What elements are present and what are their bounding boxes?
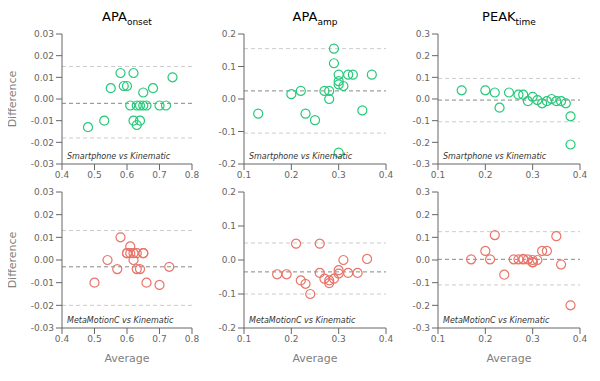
svg-text:0.5: 0.5 — [87, 334, 101, 344]
svg-text:-0.03: -0.03 — [31, 323, 54, 333]
svg-text:0.3: 0.3 — [332, 334, 346, 344]
svg-text:0.03: 0.03 — [34, 29, 54, 39]
svg-text:0.1: 0.1 — [431, 334, 445, 344]
svg-text:0.00: 0.00 — [34, 255, 54, 265]
svg-text:-0.1: -0.1 — [218, 127, 236, 137]
html-text:MetaMotionC vs Kinematic: MetaMotionC vs Kinematic — [67, 316, 174, 325]
svg-text:0.01: 0.01 — [34, 73, 54, 83]
svg-text:0.8: 0.8 — [185, 334, 200, 344]
svg-text:0.3: 0.3 — [416, 29, 430, 39]
svg-text:0.7: 0.7 — [152, 334, 166, 344]
svg-text:0.00: 0.00 — [34, 94, 54, 104]
svg-text:0.3: 0.3 — [416, 187, 430, 197]
html-text:Smartphone vs Kinematic: Smartphone vs Kinematic — [249, 152, 353, 161]
svg-text:0.0: 0.0 — [222, 94, 237, 104]
svg-text:Average: Average — [104, 352, 149, 364]
svg-text:-0.2: -0.2 — [412, 301, 430, 311]
svg-text:0.2: 0.2 — [222, 187, 236, 197]
svg-text:0.2: 0.2 — [284, 334, 298, 344]
html-text:Smartphone vs Kinematic: Smartphone vs Kinematic — [443, 152, 547, 161]
svg-text:0.3: 0.3 — [332, 170, 346, 180]
svg-text:0.01: 0.01 — [34, 233, 54, 243]
svg-text:-0.01: -0.01 — [31, 278, 54, 288]
svg-text:Average: Average — [486, 352, 531, 364]
svg-text:-0.03: -0.03 — [31, 159, 54, 169]
svg-text:0.1: 0.1 — [416, 233, 430, 243]
svg-text:0.1: 0.1 — [222, 221, 236, 231]
svg-text:-0.02: -0.02 — [31, 138, 54, 148]
svg-text:-0.1: -0.1 — [412, 116, 430, 126]
svg-text:0.8: 0.8 — [185, 170, 200, 180]
svg-text:-0.02: -0.02 — [31, 301, 54, 311]
svg-text:-0.3: -0.3 — [412, 323, 430, 333]
svg-text:0.1: 0.1 — [431, 170, 445, 180]
html-text:Smartphone vs Kinematic: Smartphone vs Kinematic — [67, 152, 171, 161]
html-text:MetaMotionC vs Kinematic: MetaMotionC vs Kinematic — [443, 316, 550, 325]
svg-text:0.0: 0.0 — [416, 94, 431, 104]
svg-text:-0.01: -0.01 — [31, 116, 54, 126]
svg-text:0.6: 0.6 — [120, 170, 135, 180]
svg-text:0.2: 0.2 — [222, 29, 236, 39]
svg-text:0.2: 0.2 — [478, 334, 492, 344]
svg-text:0.5: 0.5 — [87, 170, 101, 180]
svg-text:0.4: 0.4 — [55, 170, 70, 180]
svg-text:0.02: 0.02 — [34, 210, 54, 220]
svg-text:0.1: 0.1 — [237, 334, 251, 344]
svg-text:0.2: 0.2 — [416, 51, 430, 61]
svg-text:-0.3: -0.3 — [412, 159, 430, 169]
svg-text:-0.1: -0.1 — [218, 289, 236, 299]
svg-text:0.7: 0.7 — [152, 170, 166, 180]
svg-text:0.2: 0.2 — [478, 170, 492, 180]
svg-text:Difference: Difference — [8, 231, 19, 288]
svg-text:0.1: 0.1 — [237, 170, 251, 180]
svg-text:-0.2: -0.2 — [412, 138, 430, 148]
svg-text:0.6: 0.6 — [120, 334, 135, 344]
svg-text:0.4: 0.4 — [573, 334, 588, 344]
svg-text:0.0: 0.0 — [222, 255, 237, 265]
svg-text:-0.1: -0.1 — [412, 278, 430, 288]
svg-text:0.02: 0.02 — [34, 51, 54, 61]
svg-text:Average: Average — [292, 352, 337, 364]
svg-text:0.3: 0.3 — [526, 334, 540, 344]
svg-text:0.1: 0.1 — [222, 62, 236, 72]
svg-text:0.4: 0.4 — [573, 170, 588, 180]
html-text:APAamp: APAamp — [292, 9, 338, 27]
html-text:MetaMotionC vs Kinematic: MetaMotionC vs Kinematic — [249, 316, 356, 325]
svg-text:-0.2: -0.2 — [218, 323, 236, 333]
svg-text:Difference: Difference — [8, 70, 19, 127]
html-text:APAonset: APAonset — [102, 9, 152, 27]
svg-text:0.2: 0.2 — [284, 170, 298, 180]
svg-text:0.1: 0.1 — [416, 73, 430, 83]
svg-text:0.2: 0.2 — [416, 210, 430, 220]
svg-text:0.4: 0.4 — [379, 170, 394, 180]
svg-text:0.0: 0.0 — [416, 255, 431, 265]
svg-text:0.03: 0.03 — [34, 187, 54, 197]
html-text:PEAKtime: PEAKtime — [482, 9, 536, 27]
svg-text:0.4: 0.4 — [55, 334, 70, 344]
svg-text:0.4: 0.4 — [379, 334, 394, 344]
svg-text:-0.2: -0.2 — [218, 159, 236, 169]
svg-text:0.3: 0.3 — [526, 170, 540, 180]
